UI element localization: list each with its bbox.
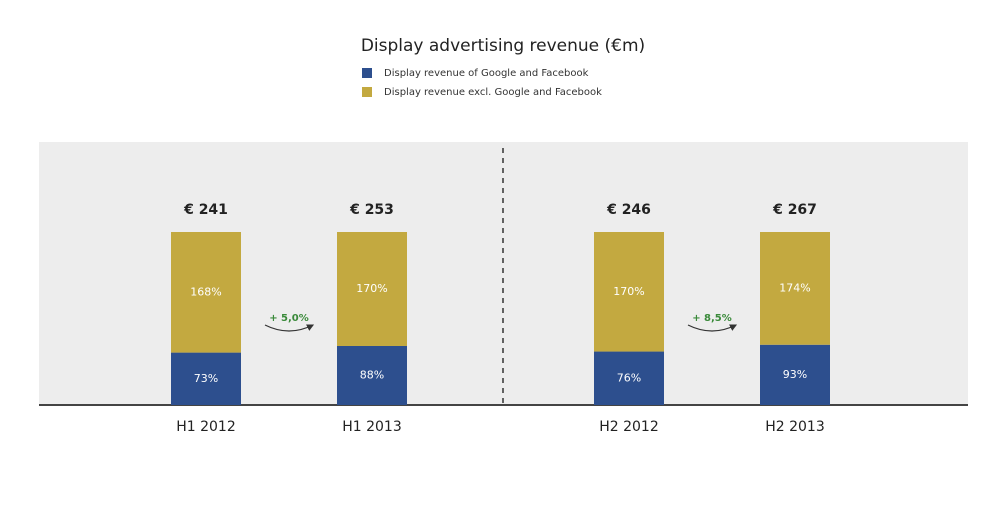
value-label: 76%: [617, 371, 641, 384]
x-tick-label: H2 2013: [765, 419, 825, 435]
legend-label: Display revenue of Google and Facebook: [384, 68, 589, 79]
growth-arrow: [687, 324, 738, 332]
total-label: € 246: [606, 202, 651, 218]
growth-label: + 5,0%: [269, 313, 309, 324]
bar-segment: [594, 351, 664, 405]
value-label: 73%: [194, 372, 218, 385]
value-label: 174%: [779, 281, 810, 294]
chart-title: Display advertising revenue (€m): [361, 36, 645, 56]
bar-segment: [760, 232, 830, 345]
total-label: € 241: [183, 202, 228, 218]
x-tick-label: H1 2013: [342, 419, 402, 435]
value-label: 168%: [190, 285, 221, 298]
total-label: € 267: [772, 202, 817, 218]
bar-segment: [171, 232, 241, 353]
growth-arrow: [264, 324, 315, 332]
value-label: 170%: [613, 285, 644, 298]
legend-swatch: [362, 87, 372, 97]
value-label: 93%: [783, 368, 807, 381]
bar-segment: [760, 344, 830, 405]
bar-segment: [171, 352, 241, 405]
legend-label: Display revenue excl. Google and Faceboo…: [384, 87, 602, 98]
value-label: 88%: [360, 368, 384, 381]
legend-swatch: [362, 68, 372, 78]
bar-segment: [337, 345, 407, 405]
x-tick-label: H2 2012: [599, 419, 659, 435]
x-tick-label: H1 2012: [176, 419, 236, 435]
bar-segment: [594, 232, 664, 352]
bar-segment: [337, 232, 407, 346]
value-label: 170%: [356, 282, 387, 295]
growth-label: + 8,5%: [692, 313, 732, 324]
total-label: € 253: [349, 202, 394, 218]
